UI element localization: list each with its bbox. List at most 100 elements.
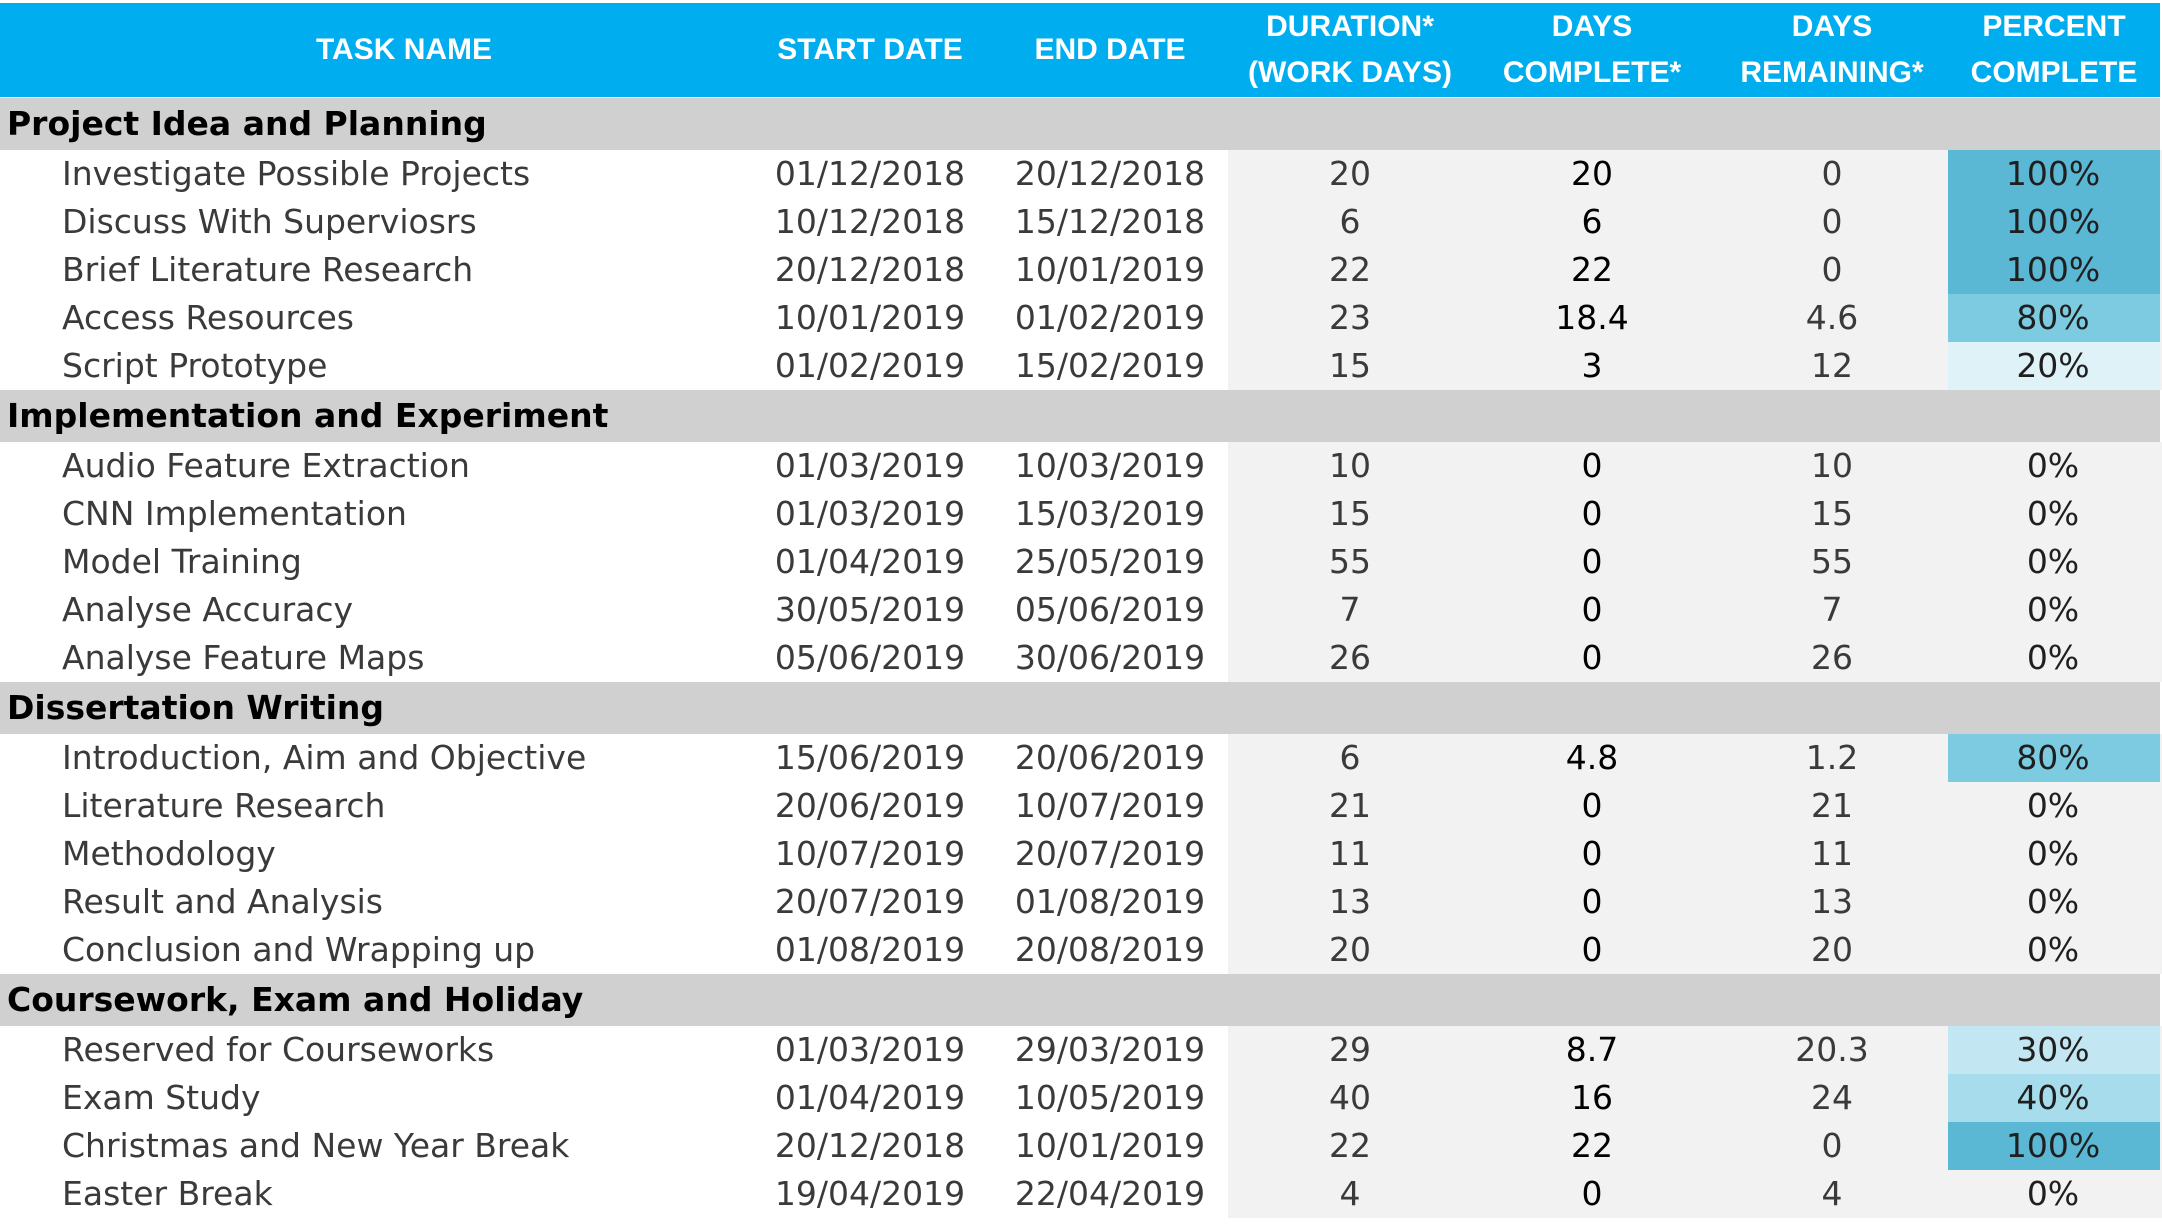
end-date-cell[interactable]: 10/01/2019: [1014, 250, 1206, 289]
table-row[interactable]: Audio Feature Extraction 01/03/2019 10/03/…: [0, 442, 2162, 490]
duration-cell[interactable]: 20: [1329, 930, 1371, 969]
duration-cell[interactable]: 20: [1329, 154, 1371, 193]
task-name-cell[interactable]: Discuss With Superviosrs: [62, 202, 477, 241]
task-name-cell[interactable]: Access Resources: [62, 298, 354, 337]
task-name-cell[interactable]: Christmas and New Year Break: [62, 1126, 570, 1165]
header-task-name[interactable]: TASK NAME: [0, 3, 808, 97]
table-row[interactable]: Discuss With Superviosrs 10/12/2018 15/12/…: [0, 198, 2162, 246]
table-row[interactable]: Exam Study 01/04/2019 10/05/2019 40 16 24 40%: [0, 1074, 2162, 1122]
end-date-cell[interactable]: 01/08/2019: [1014, 882, 1206, 921]
task-name-cell[interactable]: Methodology: [62, 834, 276, 873]
task-name-cell[interactable]: Result and Analysis: [62, 882, 383, 921]
start-date-cell[interactable]: 30/05/2019: [774, 590, 966, 629]
start-date-cell[interactable]: 15/06/2019: [774, 738, 966, 777]
duration-cell[interactable]: 4: [1339, 1174, 1361, 1213]
start-date-cell[interactable]: 10/01/2019: [774, 298, 966, 337]
table-row[interactable]: Christmas and New Year Break 20/12/2018 10…: [0, 1122, 2162, 1170]
percent-complete-cell[interactable]: 80%: [2016, 298, 2090, 337]
duration-cell[interactable]: 21: [1329, 786, 1371, 825]
task-name-cell[interactable]: Reserved for Courseworks: [62, 1030, 495, 1069]
duration-cell[interactable]: 40: [1329, 1078, 1371, 1117]
header-end-date[interactable]: END DATE: [990, 3, 1230, 97]
days-complete-cell[interactable]: 0: [1581, 930, 1603, 969]
start-date-cell[interactable]: 05/06/2019: [774, 638, 966, 677]
start-date-cell[interactable]: 10/07/2019: [774, 834, 966, 873]
end-date-cell[interactable]: 20/12/2018: [1014, 154, 1206, 193]
table-row[interactable]: Conclusion and Wrapping up 01/08/2019 20/0…: [0, 926, 2162, 974]
task-name-cell[interactable]: Script Prototype: [62, 346, 328, 385]
duration-cell[interactable]: 22: [1329, 250, 1371, 289]
section-header-row[interactable]: Dissertation Writing: [0, 682, 2160, 734]
percent-complete-cell[interactable]: 20%: [2016, 346, 2090, 385]
days-complete-cell[interactable]: 4.8: [1565, 738, 1619, 777]
days-complete-cell[interactable]: 16: [1571, 1078, 1613, 1117]
days-complete-cell[interactable]: 22: [1571, 1126, 1613, 1165]
table-row[interactable]: Investigate Possible Projects 01/12/2018 2…: [0, 150, 2162, 198]
percent-complete-cell[interactable]: 0%: [2026, 1174, 2080, 1213]
percent-complete-cell[interactable]: 100%: [2005, 1126, 2101, 1165]
days-complete-cell[interactable]: 0: [1581, 542, 1603, 581]
header-days-remaining[interactable]: DAYS REMAINING*: [1712, 3, 1952, 97]
table-row[interactable]: Easter Break 19/04/2019 22/04/2019 4 0 4 0%: [0, 1170, 2162, 1218]
duration-cell[interactable]: 55: [1329, 542, 1371, 581]
percent-complete-cell[interactable]: 30%: [2016, 1030, 2090, 1069]
days-remaining-cell[interactable]: 11: [1811, 834, 1853, 873]
start-date-cell[interactable]: 20/12/2018: [774, 1126, 966, 1165]
end-date-cell[interactable]: 25/05/2019: [1014, 542, 1206, 581]
end-date-cell[interactable]: 29/03/2019: [1014, 1030, 1206, 1069]
percent-complete-cell[interactable]: 0%: [2026, 494, 2080, 533]
days-complete-cell[interactable]: 0: [1581, 1174, 1603, 1213]
percent-complete-cell[interactable]: 0%: [2026, 638, 2080, 677]
days-remaining-cell[interactable]: 0: [1821, 1126, 1843, 1165]
percent-complete-cell[interactable]: 0%: [2026, 786, 2080, 825]
task-name-cell[interactable]: Exam Study: [62, 1078, 261, 1117]
end-date-cell[interactable]: 15/12/2018: [1014, 202, 1206, 241]
days-remaining-cell[interactable]: 15: [1811, 494, 1853, 533]
percent-complete-cell[interactable]: 100%: [2005, 202, 2101, 241]
days-complete-cell[interactable]: 20: [1571, 154, 1613, 193]
days-remaining-cell[interactable]: 10: [1811, 446, 1853, 485]
days-complete-cell[interactable]: 0: [1581, 834, 1603, 873]
end-date-cell[interactable]: 01/02/2019: [1014, 298, 1206, 337]
duration-cell[interactable]: 26: [1329, 638, 1371, 677]
start-date-cell[interactable]: 10/12/2018: [774, 202, 966, 241]
start-date-cell[interactable]: 01/12/2018: [774, 154, 966, 193]
table-row[interactable]: Introduction, Aim and Objective 15/06/201…: [0, 734, 2162, 782]
days-remaining-cell[interactable]: 55: [1811, 542, 1853, 581]
start-date-cell[interactable]: 01/04/2019: [774, 1078, 966, 1117]
end-date-cell[interactable]: 30/06/2019: [1014, 638, 1206, 677]
start-date-cell[interactable]: 01/03/2019: [774, 1030, 966, 1069]
start-date-cell[interactable]: 19/04/2019: [774, 1174, 966, 1213]
days-complete-cell[interactable]: 18.4: [1555, 298, 1629, 337]
days-remaining-cell[interactable]: 20.3: [1795, 1030, 1869, 1069]
table-row[interactable]: Methodology 10/07/2019 20/07/2019 11 0 11 0%: [0, 830, 2162, 878]
end-date-cell[interactable]: 15/02/2019: [1014, 346, 1206, 385]
task-name-cell[interactable]: Analyse Accuracy: [62, 590, 354, 629]
end-date-cell[interactable]: 10/01/2019: [1014, 1126, 1206, 1165]
end-date-cell[interactable]: 20/07/2019: [1014, 834, 1206, 873]
days-complete-cell[interactable]: 3: [1581, 346, 1603, 385]
days-remaining-cell[interactable]: 21: [1811, 786, 1853, 825]
days-remaining-cell[interactable]: 4: [1821, 1174, 1843, 1213]
task-name-cell[interactable]: Literature Research: [62, 786, 386, 825]
end-date-cell[interactable]: 22/04/2019: [1014, 1174, 1206, 1213]
table-row[interactable]: Access Resources 10/01/2019 01/02/2019 23 18…: [0, 294, 2162, 342]
table-row[interactable]: Brief Literature Research 20/12/2018 10/01…: [0, 246, 2162, 294]
start-date-cell[interactable]: 01/03/2019: [774, 494, 966, 533]
end-date-cell[interactable]: 10/03/2019: [1014, 446, 1206, 485]
start-date-cell[interactable]: 01/08/2019: [774, 930, 966, 969]
start-date-cell[interactable]: 20/06/2019: [774, 786, 966, 825]
task-name-cell[interactable]: Easter Break: [62, 1174, 273, 1213]
days-remaining-cell[interactable]: 20: [1811, 930, 1853, 969]
duration-cell[interactable]: 11: [1329, 834, 1371, 873]
task-name-cell[interactable]: Audio Feature Extraction: [62, 446, 470, 485]
days-complete-cell[interactable]: 6: [1581, 202, 1603, 241]
duration-cell[interactable]: 15: [1329, 346, 1371, 385]
header-days-complete[interactable]: DAYS COMPLETE*: [1472, 3, 1712, 97]
duration-cell[interactable]: 13: [1329, 882, 1371, 921]
task-name-cell[interactable]: Model Training: [62, 542, 302, 581]
section-header-row[interactable]: Implementation and Experiment: [0, 390, 2160, 442]
days-complete-cell[interactable]: 22: [1571, 250, 1613, 289]
days-remaining-cell[interactable]: 12: [1811, 346, 1853, 385]
days-complete-cell[interactable]: 0: [1581, 446, 1603, 485]
